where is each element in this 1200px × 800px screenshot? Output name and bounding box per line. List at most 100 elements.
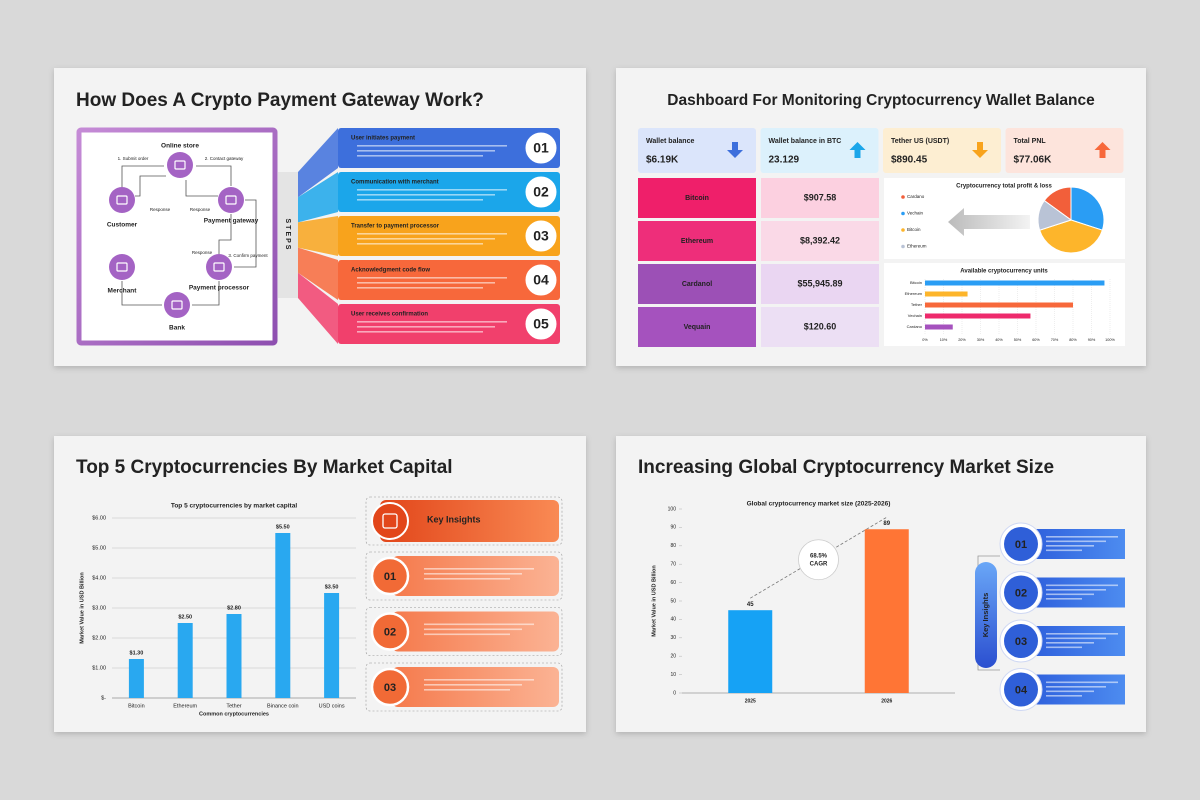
text-placeholder [1046,549,1082,552]
y-tick-label: 0 [673,690,676,696]
text-placeholder [357,155,483,157]
node-glyph [116,262,128,272]
text-placeholder [357,194,495,196]
table-cell [638,178,756,218]
step-number: 04 [533,272,549,288]
x-tick-label: 20% [958,338,966,342]
data-label: $2.50 [178,614,192,620]
coin-name: Ethereum [681,238,713,245]
insight-number: 02 [384,626,396,638]
edge-label: 3. Confirm payment [228,253,268,258]
text-placeholder [1046,690,1094,693]
connector [192,281,220,306]
text-placeholder [1046,584,1118,587]
text-placeholder [1046,545,1094,547]
text-placeholder [1046,598,1082,600]
kpi-label: Wallet balance in BTC [769,138,842,145]
x-tick-label: 70% [1051,338,1059,342]
kpi-arrow [1094,142,1111,158]
insight-badge [1004,527,1038,561]
bar [226,614,242,698]
insight-box [1030,529,1125,559]
table-cell [761,307,879,347]
connector [185,180,218,197]
bar [275,533,291,698]
coin-name: Vequain [684,324,711,331]
cagr-label: CAGR [810,561,828,567]
text-placeholder [1046,633,1118,635]
y-tick-label: 70 [670,562,676,568]
steps-label: STEPS [284,219,291,252]
y-tick-label: 50 [670,598,676,604]
step-bar [338,260,560,300]
y-tick-label: $5.00 [92,545,106,551]
node-icon [218,187,244,213]
text-placeholder [357,189,507,191]
text-placeholder [357,287,483,289]
step-badge [522,129,560,167]
data-label: $2.80 [227,605,241,611]
step-title: User receives confirmation [351,312,428,318]
y-tick-label: 40 [670,617,676,623]
step-title: Transfer to payment processor [351,224,440,230]
step-connector [298,128,338,198]
text-placeholder [1046,589,1106,591]
steps-box [278,172,298,298]
insight-badge [1004,624,1038,658]
insight-box [1030,674,1125,705]
connector [234,199,257,268]
insight-badge [1004,672,1038,707]
insight-frame [365,551,563,601]
y-tick-label: $6.00 [92,515,106,521]
text-placeholder [1046,695,1082,697]
step-title: Acknowledgment code flow [351,268,430,274]
coin-value: $8,392.42 [800,235,840,245]
pie-slice [1038,219,1104,254]
insight-pill [975,562,997,668]
y-axis-label: Market Value in USD Billion [79,572,85,644]
step-connector [298,172,338,223]
trend-line [750,516,887,599]
text-placeholder [357,331,483,333]
text-placeholder [357,282,495,284]
decor-arrow [948,208,1030,236]
insight-header [380,500,559,542]
insight-box [1030,626,1125,656]
data-label: $3.50 [325,584,339,590]
kpi-label: Total PNL [1014,138,1047,145]
coin-name: Bitcoin [685,195,709,202]
text-placeholder [357,321,507,323]
node-icon [109,254,135,280]
coin-value: $907.58 [804,192,837,202]
coin-value: $120.60 [804,321,837,331]
node-glyph [171,300,183,310]
diagram-frame [76,127,278,346]
kpi-card [883,128,1001,173]
step-number: 03 [533,228,549,244]
node-glyph [116,195,128,205]
insight-number: 01 [384,571,396,583]
text-placeholder [357,233,507,235]
text-placeholder [424,628,522,631]
insight-badge [370,667,410,707]
x-tick-label: Binance coin [267,703,299,709]
text-placeholder [424,633,510,636]
step-badge [522,173,560,211]
node-label: Payment gateway [204,218,259,225]
kpi-value: 23.129 [769,155,800,166]
insight-title: Key Insights [427,514,481,524]
step-bar [338,172,560,212]
y-tick-label: 60 [670,580,676,586]
text-placeholder [424,573,522,575]
x-tick-label: Bitcoin [128,703,145,709]
node-icon [164,292,190,318]
insight-box [392,556,559,596]
step-number: 01 [533,140,549,156]
insight-badge [370,612,410,651]
node-icon [109,187,135,213]
slide-title: Increasing Global Cryptocurrency Market … [638,457,1054,478]
legend-swatch [901,244,905,249]
x-tick-label: USD coins [319,703,345,709]
insight-number: 03 [384,682,396,694]
y-tick-label: Bitcoin [910,280,922,285]
